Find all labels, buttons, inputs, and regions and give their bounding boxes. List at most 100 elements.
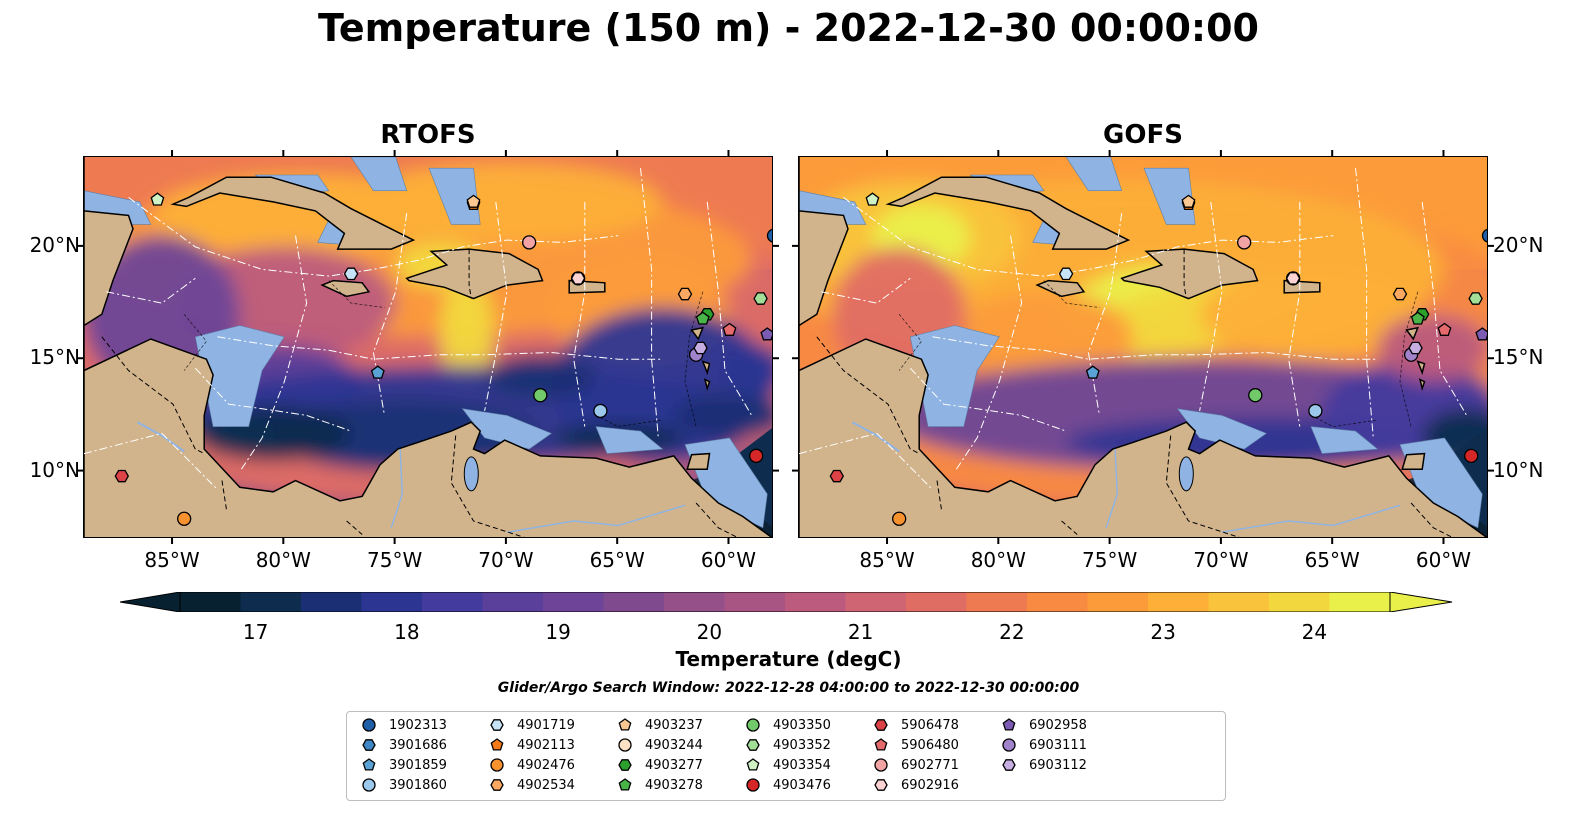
legend: 1902313 3901686 3901859 3901860 4901719 49021… xyxy=(346,711,1226,801)
colorbar-segment xyxy=(845,592,907,612)
legend-item: 4903244 xyxy=(617,736,703,754)
legend-label: 4902534 xyxy=(517,777,575,793)
legend-marker-circle xyxy=(1002,738,1016,752)
legend-item: 4903237 xyxy=(617,716,703,734)
colorbar-tick-label: 21 xyxy=(847,620,874,644)
float-marker-5906480 xyxy=(1437,322,1452,336)
colorbar-segment xyxy=(906,592,967,612)
float-marker-4902534 xyxy=(1392,287,1408,301)
panel-title-gofs: GOFS xyxy=(1103,120,1183,150)
legend-item: 4901719 xyxy=(489,716,575,734)
legend-marker-hexagon xyxy=(1002,759,1016,771)
float-marker-6903112 xyxy=(1408,341,1423,355)
legend-marker-hexagon xyxy=(874,779,888,791)
figure-title: Temperature (150 m) - 2022-12-30 00:00:0… xyxy=(317,6,1259,50)
lon-tick-label: 85°W xyxy=(144,548,200,572)
legend-marker-hexagon xyxy=(490,779,504,791)
float-marker-4903352 xyxy=(1468,292,1483,305)
legend-item: 5906480 xyxy=(873,736,959,754)
colorbar-label: Temperature (degC) xyxy=(675,647,902,671)
float-marker-6902958 xyxy=(760,327,772,341)
float-marker-6902958 xyxy=(1475,327,1487,341)
lon-tick-label: 80°W xyxy=(255,548,311,572)
float-marker-6902771 xyxy=(522,235,537,250)
lat-tick-label-left: 10°N xyxy=(29,457,80,482)
legend-label: 4903350 xyxy=(773,717,831,733)
colorbar-segment xyxy=(1148,592,1209,612)
legend-label: 1902313 xyxy=(389,717,447,733)
colorbar-extend-high xyxy=(1389,592,1453,612)
float-marker-4901719 xyxy=(1058,267,1074,281)
legend-label: 4903277 xyxy=(645,757,703,773)
lat-tick-label-left: 15°N xyxy=(29,345,80,370)
colorbar-segment xyxy=(1208,592,1270,612)
temperature-blob xyxy=(954,291,1133,382)
lon-tick-label: 70°W xyxy=(478,548,534,572)
legend-item: 6903111 xyxy=(1001,736,1087,754)
float-marker-5906478 xyxy=(114,469,130,483)
legend-label: 4903354 xyxy=(773,757,831,773)
legend-item: 5906478 xyxy=(873,716,959,734)
float-marker-4903476 xyxy=(1464,448,1479,464)
panel-title-rtofs: RTOFS xyxy=(380,120,476,150)
lon-tick-label: 65°W xyxy=(1304,548,1360,572)
lon-tick-label: 75°W xyxy=(366,548,423,572)
legend-item: 6902916 xyxy=(873,776,959,794)
legend-label: 4903237 xyxy=(645,717,703,733)
legend-label: 6902958 xyxy=(1029,717,1087,733)
float-marker-4903354 xyxy=(865,192,880,206)
legend-item: 4903278 xyxy=(617,776,703,794)
colorbar-tick-label: 23 xyxy=(1150,620,1176,644)
float-marker-6902771 xyxy=(1237,235,1252,250)
legend-item: 1902313 xyxy=(361,716,447,734)
colorbar-segment xyxy=(543,592,604,612)
float-marker-6902916 xyxy=(1285,272,1301,285)
lon-tick-label: 70°W xyxy=(1193,548,1249,572)
colorbar-segment xyxy=(301,592,362,612)
legend-item: 4902476 xyxy=(489,756,575,774)
legend-label: 5906480 xyxy=(901,737,959,753)
legend-marker-pentagon xyxy=(1002,718,1016,731)
legend-marker-circle xyxy=(746,718,760,732)
legend-label: 4903476 xyxy=(773,777,831,793)
float-marker-4903354 xyxy=(150,192,165,206)
float-marker-3901859 xyxy=(370,365,385,379)
legend-marker-circle xyxy=(874,758,888,772)
colorbar xyxy=(120,592,1453,612)
legend-item: 3901860 xyxy=(361,776,447,794)
float-marker-4903350 xyxy=(1248,388,1263,403)
temperature-blob xyxy=(673,392,772,438)
legend-label: 6903111 xyxy=(1029,737,1087,753)
colorbar-tick-label: 24 xyxy=(1301,620,1328,644)
float-marker-3901859 xyxy=(1085,365,1100,379)
legend-marker-hexagon xyxy=(490,719,504,731)
legend-marker-circle xyxy=(490,758,504,772)
legend-label: 6902916 xyxy=(901,777,959,793)
map-rtofs xyxy=(83,156,773,538)
legend-label: 5906478 xyxy=(901,717,959,733)
legend-item: 3901859 xyxy=(361,756,447,774)
legend-item: 4903352 xyxy=(745,736,831,754)
temperature-blob xyxy=(484,354,596,400)
colorbar-segment xyxy=(180,592,241,612)
legend-item: 3901686 xyxy=(361,736,447,754)
legend-marker-pentagon xyxy=(362,758,376,771)
legend-label: 4902113 xyxy=(517,737,575,753)
legend-marker-pentagon xyxy=(490,738,504,751)
legend-item: 4902534 xyxy=(489,776,575,794)
legend-item: 6903112 xyxy=(1001,756,1087,774)
legend-item: 6902958 xyxy=(1001,716,1087,734)
legend-marker-pentagon xyxy=(874,738,888,751)
float-marker-6902916 xyxy=(570,272,586,285)
lon-tick-label: 65°W xyxy=(589,548,645,572)
float-marker-4901719 xyxy=(343,267,359,281)
float-marker-4902476 xyxy=(177,511,192,526)
colorbar-tick-label: 18 xyxy=(394,620,420,644)
legend-label: 4903278 xyxy=(645,777,703,793)
legend-marker-hexagon xyxy=(362,739,376,751)
colorbar-segment xyxy=(785,592,846,612)
float-marker-4903476 xyxy=(749,448,764,464)
colorbar-tick-label: 20 xyxy=(696,620,723,644)
colorbar-tick-label: 22 xyxy=(999,620,1025,644)
legend-item: 4903354 xyxy=(745,756,831,774)
